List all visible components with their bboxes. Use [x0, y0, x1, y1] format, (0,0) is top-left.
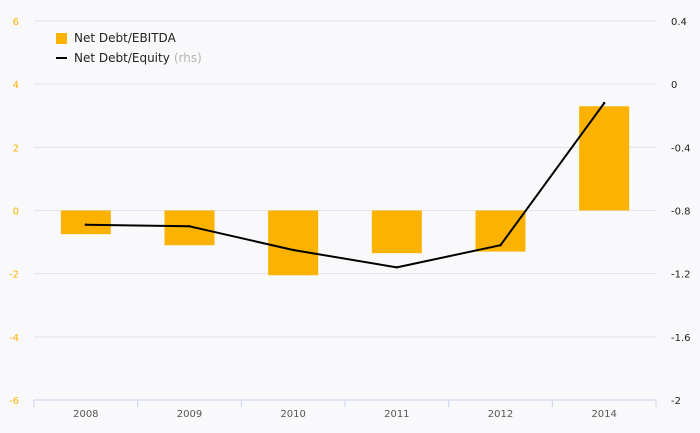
line-point: [499, 244, 502, 247]
left-tick-label: 4: [13, 80, 19, 91]
right-tick-label: -0.4: [671, 143, 691, 154]
right-tick-label: -1.2: [671, 270, 691, 281]
x-tick-label: 2008: [73, 409, 98, 420]
bar: [164, 210, 215, 246]
legend-rhs-note: (rhs): [173, 51, 202, 65]
legend-swatch-line: [56, 57, 67, 59]
right-tick-label: 0: [671, 80, 677, 91]
bar: [579, 106, 630, 211]
line-point: [291, 248, 295, 252]
x-tick-label: 2011: [384, 409, 409, 420]
line-point: [188, 225, 191, 228]
left-tick-label: -6: [9, 396, 19, 407]
right-axis-ticks: 0.4 0 -0.4 -0.8 -1.2 -1.6 -2: [671, 17, 691, 407]
left-tick-label: 0: [13, 207, 19, 218]
legend-label-line: Net Debt/Equity: [74, 51, 170, 65]
x-tick-label: 2010: [280, 409, 305, 420]
x-tick-label: 2014: [591, 409, 616, 420]
left-tick-label: 6: [13, 17, 19, 28]
bar-series: [60, 106, 630, 276]
x-tick-label: 2009: [177, 409, 202, 420]
line-point: [84, 223, 88, 226]
left-tick-label: 2: [13, 143, 19, 154]
legend-item-bar: Net Debt/EBITDA: [56, 28, 202, 48]
x-axis: 2008 2009 2010 2011 2012 2014: [33, 399, 657, 420]
bar: [371, 210, 422, 254]
line-series: [84, 101, 606, 269]
bar: [60, 210, 111, 235]
x-tick-label: 2012: [488, 409, 513, 420]
legend: Net Debt/EBITDA Net Debt/Equity (rhs): [56, 28, 202, 68]
left-axis-ticks: 6 4 2 0 -2 -4 -6: [9, 17, 19, 407]
right-tick-label: 0.4: [671, 17, 687, 28]
gridlines: [34, 20, 656, 338]
left-tick-label: -2: [9, 270, 19, 281]
line-point: [395, 266, 399, 269]
legend-item-line: Net Debt/Equity (rhs): [56, 48, 202, 68]
right-tick-label: -0.8: [671, 207, 691, 218]
line-point: [602, 101, 606, 105]
legend-swatch-bar: [56, 32, 67, 44]
legend-label-bar: Net Debt/EBITDA: [74, 31, 176, 45]
series-line: [85, 102, 606, 269]
right-tick-label: -1.6: [671, 333, 691, 344]
left-tick-label: -4: [9, 333, 19, 344]
bar: [268, 210, 319, 276]
right-tick-label: -2: [671, 396, 681, 407]
